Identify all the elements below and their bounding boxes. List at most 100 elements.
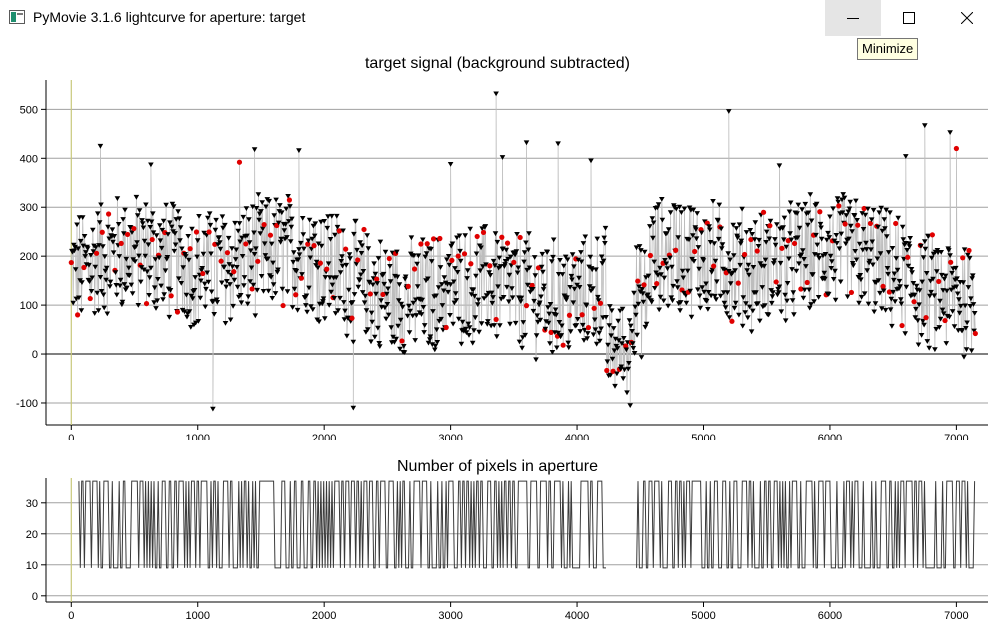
signal-point [553,312,559,318]
signal-point [262,253,269,258]
signal-point [609,308,615,314]
signal-point-red [936,278,942,285]
signal-point-red [899,322,905,329]
signal-point [619,306,626,312]
signal-point [241,275,248,280]
signal-point [365,327,371,333]
signal-point [286,219,292,224]
signal-point [530,308,537,314]
signal-point [695,245,702,250]
maximize-button[interactable] [881,0,937,36]
signal-point [253,246,259,252]
signal-point [663,261,669,267]
signal-point [742,310,748,315]
signal-point-red [635,278,641,284]
signal-point [916,288,923,293]
signal-point [885,271,891,277]
signal-point [319,301,326,307]
signal-point-red [336,228,342,234]
signal-point [571,264,577,270]
signal-point [940,311,947,317]
signal-point [146,275,153,281]
signal-point [450,321,456,327]
signal-point [791,312,797,318]
signal-point [524,267,530,273]
signal-point [329,213,335,219]
signal-point [83,250,89,255]
signal-point [372,334,378,340]
signal-point [452,266,458,271]
signal-point-red [791,240,798,247]
y-tick-label: 400 [20,153,38,165]
signal-point [590,286,596,292]
x-tick-label: 1000 [185,433,209,440]
close-icon [961,12,973,24]
signal-point [834,241,840,246]
signal-point [475,302,481,308]
signal-point [786,256,792,262]
signal-point [432,347,438,353]
signal-point [966,255,973,261]
signal-point-red [343,246,349,252]
signal-point-red [741,251,748,258]
title-bar: PyMovie 3.1.6 lightcurve for aperture: t… [0,0,995,36]
signal-point [265,288,272,294]
signal-point [277,239,284,245]
signal-point [157,223,163,228]
signal-point [153,306,159,311]
signal-point-red [405,283,411,290]
signal-point [111,234,118,239]
signal-point [457,248,463,254]
signal-point [602,225,609,231]
signal-point [216,235,222,241]
signal-point [244,233,250,239]
signal-point-red [430,236,437,242]
signal-point [614,346,621,351]
signal-point [197,295,204,301]
pixels-chart[interactable]: 0 10 20 30 0 1000 2000 3000 4000 5000 6000 7000 [0,478,995,628]
signal-point [913,283,920,289]
signal-point [916,302,922,308]
signal-point [566,345,572,351]
signal-point [440,288,447,294]
signal-point [540,287,547,292]
x-tick-label: 5000 [691,610,715,622]
signal-point [858,294,865,300]
signal-point [603,315,609,320]
signal-point-red [149,236,155,243]
signal-point [693,236,700,242]
signal-point [117,283,123,289]
signal-point [260,226,266,232]
signal-point [712,293,718,299]
signal-point [162,268,169,274]
signal-point-red [960,255,966,261]
signal-point-red [236,159,243,165]
signal-point [487,273,494,278]
signal-point [657,265,663,271]
signal-point [631,351,638,356]
signal-point [234,265,240,270]
signal-point [611,348,618,354]
signal-point [592,327,599,333]
signal-point [718,226,724,232]
close-button[interactable] [939,0,995,36]
signal-point [261,241,268,247]
signal-point [246,217,252,223]
signal-point [308,304,314,309]
signal-point [893,256,900,261]
signal-point [270,260,276,266]
signal-point [772,242,779,248]
signal-point [329,282,336,288]
signal-point [923,271,930,276]
signal-point [687,288,693,294]
signal-point [719,242,726,248]
signal-point [269,296,276,301]
signal-point [601,235,607,241]
minimize-button[interactable] [825,0,881,36]
signal-point [433,293,439,299]
signal-point [824,237,830,243]
signal-point [858,277,864,283]
signal-point [778,309,785,315]
signal-point [126,265,132,271]
